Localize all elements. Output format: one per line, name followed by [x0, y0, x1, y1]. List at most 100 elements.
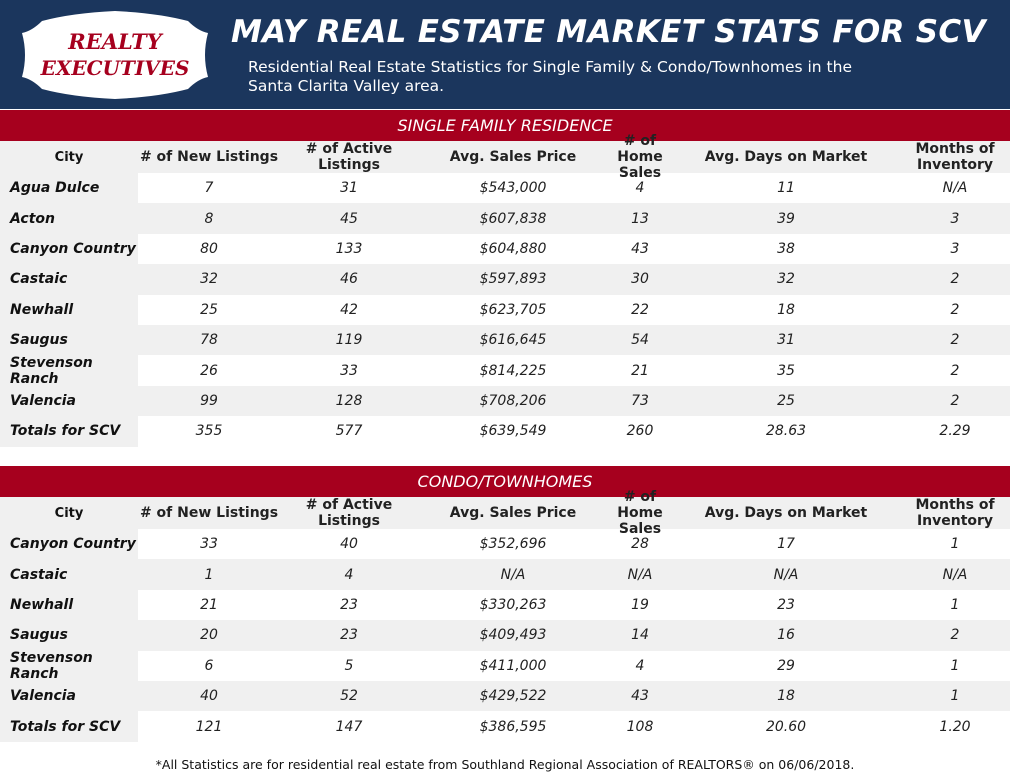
svg-text:EXECUTIVES: EXECUTIVES [40, 56, 190, 80]
value-cell: 30 [631, 271, 649, 288]
value-cell: 21 [200, 596, 218, 613]
value-cell: 8 [204, 210, 214, 227]
city-cell: Saugus [0, 620, 138, 651]
column-header: # of Active Listings [305, 141, 393, 173]
column-header: # of New Listings [139, 505, 279, 521]
value-cell: 23 [340, 627, 358, 644]
value-cell: $352,696 [479, 536, 547, 553]
value-cell: 2 [950, 627, 960, 644]
single-family-table: City # of New Listings # of Active Listing… [0, 133, 1010, 447]
value-cell: 128 [335, 392, 363, 409]
value-cell: 33 [340, 362, 358, 379]
column-header: # of Active Listings [305, 497, 393, 529]
value-cell: 108 [626, 718, 654, 735]
value-cell: 29 [777, 657, 795, 674]
value-cell: 4 [635, 180, 645, 197]
value-cell: 121 [195, 718, 223, 735]
value-cell: 4 [344, 566, 354, 583]
table-row: Newhall 21 23 $330,263 19 23 1 [0, 589, 1010, 621]
value-cell: 26 [200, 362, 218, 379]
value-cell: $411,000 [479, 657, 547, 674]
value-cell: $409,493 [479, 627, 547, 644]
table-row: Canyon Country 80 133 $604,880 43 38 3 [0, 233, 1010, 265]
column-header: Avg. Days on Market [704, 505, 868, 521]
value-cell: $429,522 [479, 688, 547, 705]
value-cell: 1 [950, 596, 960, 613]
value-cell: 147 [335, 718, 363, 735]
table-header-row: City # of New Listings # of Active Listing… [0, 133, 1010, 181]
table-row: Agua Dulce 7 31 $543,000 4 11 N/A [0, 173, 1010, 204]
column-header: # of Home Sales [617, 489, 663, 537]
city-cell: Stevenson Ranch [0, 650, 138, 682]
value-cell: 260 [626, 423, 654, 440]
value-cell: N/A [942, 180, 968, 197]
value-cell: 35 [777, 362, 795, 379]
value-cell: 2 [950, 392, 960, 409]
value-cell: 31 [777, 332, 795, 349]
table-row: Totals for SCV 355 577 $639,549 260 28.63 2.29 [0, 416, 1010, 447]
column-header: # of Home Sales [617, 133, 663, 181]
value-cell: $543,000 [479, 180, 547, 197]
table-row: Saugus 20 23 $409,493 14 16 2 [0, 620, 1010, 651]
value-cell: 73 [631, 392, 649, 409]
condo-table: City # of New Listings # of Active Listing… [0, 489, 1010, 742]
column-header: City [0, 141, 138, 173]
value-cell: $616,645 [479, 332, 547, 349]
value-cell: 43 [631, 688, 649, 705]
column-header: City [0, 497, 138, 529]
page-title: MAY REAL ESTATE MARKET STATS FOR SCV [231, 14, 986, 50]
value-cell: 25 [200, 301, 218, 318]
value-cell: 28 [631, 536, 649, 553]
value-cell: 11 [777, 180, 795, 197]
column-header: Avg. Days on Market [704, 149, 868, 165]
value-cell: 5 [344, 657, 354, 674]
table-row: Stevenson Ranch 26 33 $814,225 21 35 2 [0, 355, 1010, 387]
value-cell: 1 [950, 657, 960, 674]
value-cell: 46 [340, 271, 358, 288]
value-cell: 38 [777, 240, 795, 257]
city-cell: Stevenson Ranch [0, 355, 138, 387]
value-cell: 2.29 [939, 423, 971, 440]
value-cell: 4 [635, 657, 645, 674]
value-cell: 18 [777, 301, 795, 318]
value-cell: 2 [950, 301, 960, 318]
city-cell: Valencia [0, 385, 138, 417]
table-row: Castaic 32 46 $597,893 30 32 2 [0, 264, 1010, 295]
page-subtitle: Residential Real Estate Statistics for S… [248, 58, 852, 95]
value-cell: $607,838 [479, 210, 547, 227]
value-cell: 1 [950, 536, 960, 553]
value-cell: 16 [777, 627, 795, 644]
table-row: Saugus 78 119 $616,645 54 31 2 [0, 324, 1010, 356]
value-cell: 25 [777, 392, 795, 409]
value-cell: 52 [340, 688, 358, 705]
table-row: Valencia 40 52 $429,522 43 18 1 [0, 680, 1010, 712]
value-cell: $623,705 [479, 301, 547, 318]
value-cell: N/A [627, 566, 653, 583]
table-row: Castaic 1 4 N/A N/A N/A N/A [0, 559, 1010, 590]
value-cell: 577 [335, 423, 363, 440]
value-cell: 23 [340, 596, 358, 613]
value-cell: 355 [195, 423, 223, 440]
value-cell: $604,880 [479, 240, 547, 257]
table-row: Valencia 99 128 $708,206 73 25 2 [0, 385, 1010, 417]
table-row: Newhall 25 42 $623,705 22 18 2 [0, 294, 1010, 325]
value-cell: 2 [950, 362, 960, 379]
value-cell: 133 [335, 240, 363, 257]
value-cell: 6 [204, 657, 214, 674]
city-cell: Newhall [0, 294, 138, 325]
value-cell: $708,206 [479, 392, 547, 409]
single-family-banner: SINGLE FAMILY RESIDENCE [0, 110, 1010, 141]
value-cell: 119 [335, 332, 363, 349]
column-header: Avg. Sales Price [449, 505, 577, 521]
footnote: *All Statistics are for residential real… [155, 757, 855, 772]
city-cell: Totals for SCV [0, 711, 138, 742]
city-cell: Canyon Country [0, 529, 138, 560]
value-cell: 7 [204, 180, 214, 197]
value-cell: $330,263 [479, 596, 547, 613]
value-cell: 32 [200, 271, 218, 288]
value-cell: N/A [942, 566, 968, 583]
column-header: Months of Inventory [915, 497, 995, 529]
value-cell: 13 [631, 210, 649, 227]
condo-banner: CONDO/TOWNHOMES [0, 466, 1010, 497]
value-cell: 33 [200, 536, 218, 553]
